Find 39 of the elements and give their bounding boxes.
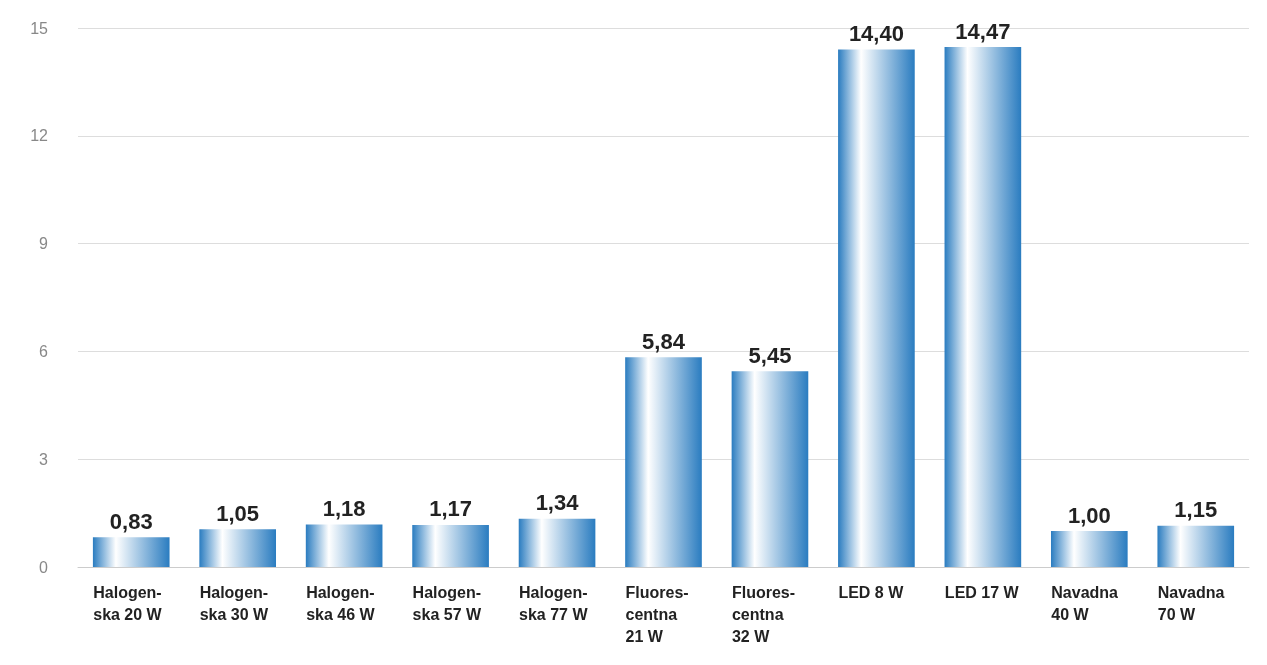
bar — [838, 49, 915, 567]
x-tick-label: Navadna 40 W — [1051, 583, 1119, 623]
bar — [199, 529, 277, 567]
bar — [944, 47, 1022, 567]
data-label: 0,83 — [109, 508, 153, 534]
bar — [92, 537, 170, 567]
x-tick-label: Navadna 70 W — [1157, 583, 1225, 623]
y-tick-label: 0 — [39, 558, 49, 576]
x-tick-label: LED 17 W — [944, 583, 1020, 601]
bar — [412, 524, 489, 567]
bar — [625, 357, 702, 567]
data-label: 1,00 — [1067, 502, 1111, 528]
data-label: 1,34 — [535, 490, 580, 516]
bar — [518, 518, 596, 567]
bar — [1157, 525, 1235, 567]
x-tick-label: Halogen- ska 20 W — [93, 583, 163, 623]
x-tick-label: Halogen- ska 30 W — [199, 583, 270, 623]
x-tick-label: Halogen- ska 77 W — [519, 583, 589, 623]
x-tick-label: Halogen- ska 46 W — [306, 583, 376, 623]
data-label: 1,05 — [216, 500, 260, 526]
data-label: 1,18 — [322, 496, 366, 522]
data-label: 5,45 — [748, 342, 792, 368]
x-tick-label: Fluores- centna 32 W — [731, 583, 796, 645]
data-label: 5,84 — [642, 328, 686, 354]
x-tick-label: Halogen- ska 57 W — [412, 583, 482, 623]
bar — [305, 524, 383, 567]
x-tick-label: Fluores- centna 21 W — [625, 583, 689, 645]
data-label: 14,40 — [848, 21, 904, 47]
data-label: 1,17 — [429, 496, 472, 522]
bar — [1050, 531, 1128, 567]
data-label: 1,15 — [1174, 497, 1218, 523]
x-tick-label: LED 8 W — [838, 583, 905, 601]
y-tick-label: 3 — [39, 450, 49, 468]
y-tick-label: 9 — [39, 235, 49, 253]
bar — [731, 371, 809, 567]
y-tick-label: 12 — [30, 127, 49, 145]
data-label: 14,47 — [955, 18, 1011, 44]
y-tick-label: 15 — [30, 19, 49, 37]
y-tick-label: 6 — [39, 342, 49, 360]
